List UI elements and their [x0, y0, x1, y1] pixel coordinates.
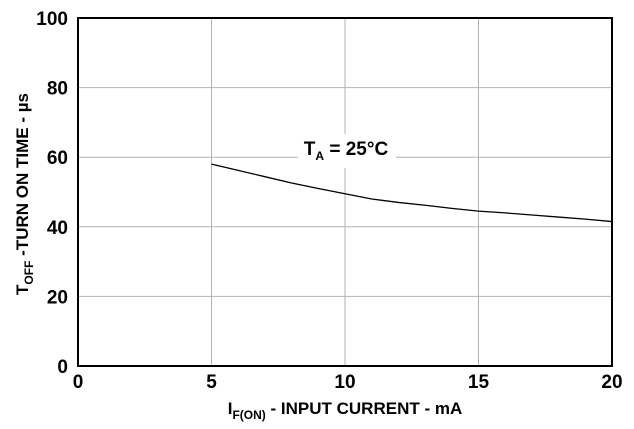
x-tick-label: 15: [468, 372, 490, 393]
annotation-main: T: [304, 139, 316, 160]
y-axis-label-main: T: [13, 284, 32, 295]
annotation-subscript: A: [315, 149, 324, 163]
x-axis-label-main: I: [228, 399, 233, 418]
x-tick-label: 0: [73, 372, 84, 393]
annotation-background: [298, 134, 396, 168]
x-tick-label: 5: [206, 372, 217, 393]
x-axis-label-rest: - INPUT CURRENT - mA: [266, 399, 462, 418]
y-tick-label: 60: [47, 148, 68, 169]
x-tick-labels: 0 5 10 15 20: [73, 372, 623, 393]
y-tick-labels: 0 20 40 60 80 100: [36, 9, 68, 378]
y-tick-label: 100: [36, 9, 68, 30]
plot-frame: [77, 17, 613, 367]
annotation-rest: = 25°C: [324, 139, 388, 160]
y-tick-label: 40: [47, 218, 68, 239]
y-tick-label: 80: [47, 79, 68, 100]
y-axis-label: TOFF -TURN ON TIME - µs: [13, 93, 36, 295]
x-axis-label: IF(ON) - INPUT CURRENT - mA: [228, 399, 463, 422]
annotation-label: TA = 25°C: [304, 139, 389, 163]
series-line: [211, 163, 613, 223]
x-tick-label: 20: [601, 372, 622, 393]
temperature-annotation: TA = 25°C: [298, 134, 396, 168]
x-tick-label: 10: [334, 372, 355, 393]
x-axis-label-subscript: F(ON): [232, 408, 265, 422]
data-series: [211, 163, 613, 223]
y-axis-label-rest: -TURN ON TIME - µs: [13, 93, 32, 261]
grid-lines: [78, 18, 612, 366]
y-tick-label: 20: [47, 287, 68, 308]
y-tick-label: 0: [57, 357, 68, 378]
y-axis-label-subscript: OFF: [22, 261, 36, 285]
